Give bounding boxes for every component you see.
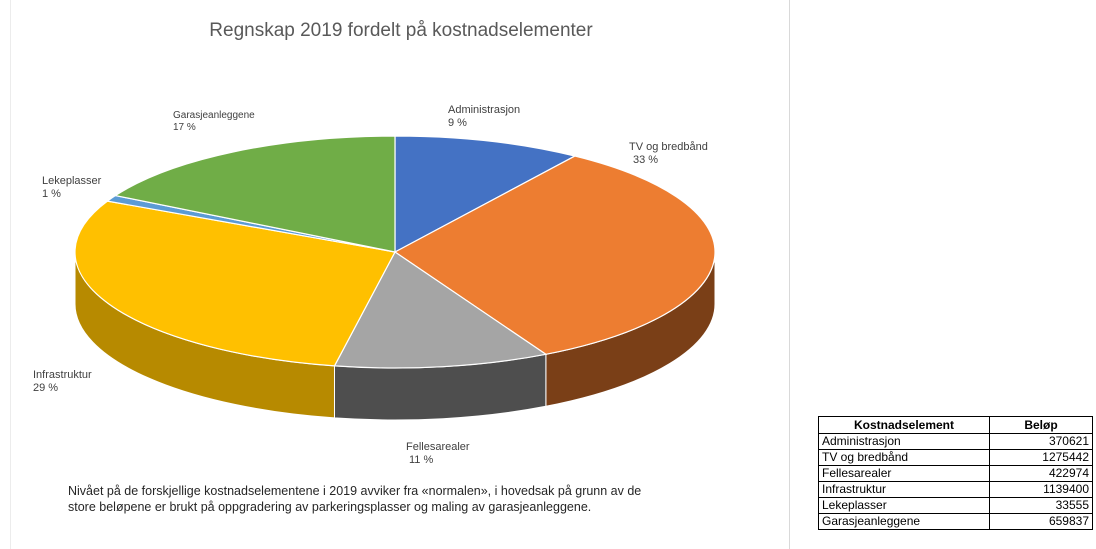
row-value: 370621	[989, 433, 1093, 450]
slice-infrastruktur	[74, 200, 396, 367]
row-value: 659837	[989, 513, 1093, 530]
row-name: Garasjeanleggene	[818, 513, 990, 530]
header-kostnadselement: Kostnadselement	[818, 416, 990, 434]
row-value: 33555	[989, 497, 1093, 514]
table-row: Infrastruktur 1139400	[818, 481, 1093, 498]
chart-title: Regnskap 2019 fordelt på kostnadselement…	[209, 20, 593, 41]
row-name: Fellesarealer	[818, 465, 990, 482]
label-garasjeanleggene: Garasjeanleggene 17 %	[173, 110, 255, 133]
pie-chart	[74, 135, 716, 421]
table-row: Lekeplasser 33555	[818, 497, 1093, 514]
row-value: 1139400	[989, 481, 1093, 498]
chart-note: Nivået på de forskjellige kostnadselemen…	[68, 484, 642, 514]
cost-table: Kostnadselement Beløp Administrasjon 3706…	[818, 416, 1093, 530]
label-fellesarealer: Fellesarealer 11 %	[406, 441, 470, 466]
slice-tv-og-bredb-nd	[393, 155, 716, 355]
slice-administrasjon	[394, 135, 577, 254]
label-administrasjon: Administrasjon 9 %	[448, 104, 521, 129]
row-name: Lekeplasser	[818, 497, 990, 514]
row-name: Infrastruktur	[818, 481, 990, 498]
table-row: Administrasjon 370621	[818, 433, 1093, 450]
chart-area: Regnskap 2019 fordelt på kostnadselement…	[10, 0, 790, 549]
row-name: TV og bredbånd	[818, 449, 990, 466]
slice-garasjeanleggene	[113, 135, 396, 253]
table-row: Fellesarealer 422974	[818, 465, 1093, 482]
header-belop: Beløp	[989, 416, 1093, 434]
label-infrastruktur: Infrastruktur 29 %	[33, 369, 92, 394]
row-value: 422974	[989, 465, 1093, 482]
row-name: Administrasjon	[818, 433, 990, 450]
label-lekeplasser: Lekeplasser 1 %	[42, 175, 102, 200]
table-row: TV og bredbånd 1275442	[818, 449, 1093, 466]
table-header-row: Kostnadselement Beløp	[818, 416, 1093, 434]
slice-fellesarealer	[333, 251, 548, 369]
table-row: Garasjeanleggene 659837	[818, 513, 1093, 530]
label-tv-og-bredband: TV og bredbånd 33 %	[629, 141, 708, 166]
row-value: 1275442	[989, 449, 1093, 466]
